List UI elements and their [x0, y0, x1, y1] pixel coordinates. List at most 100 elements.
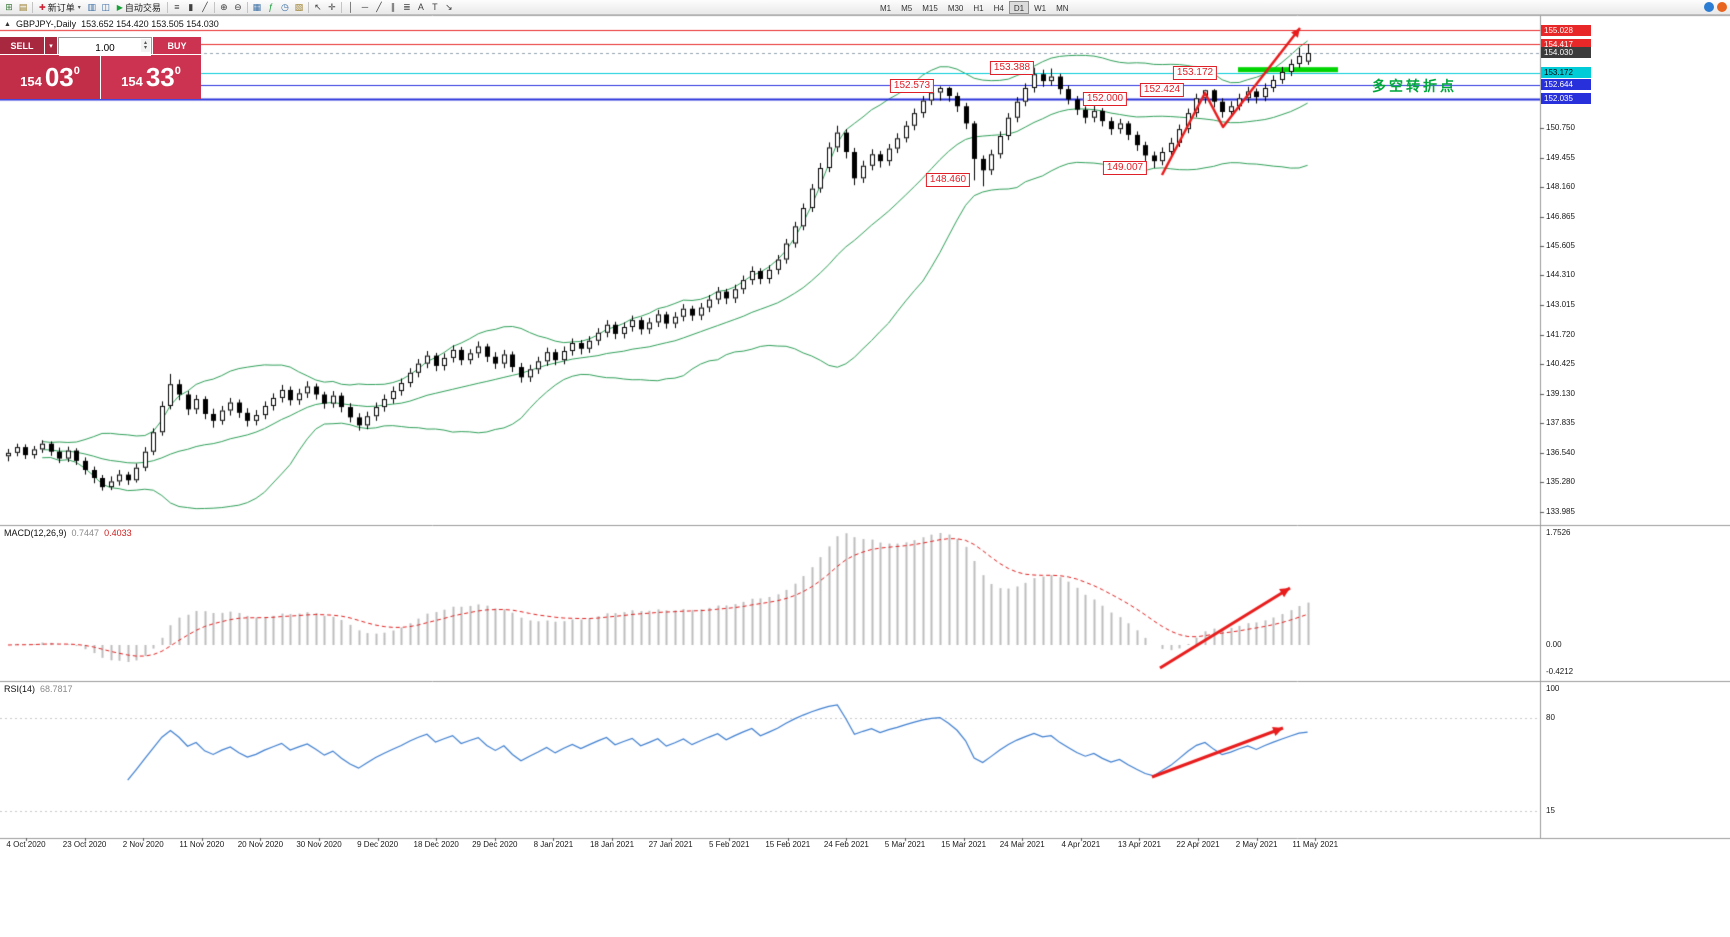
timeframe-m5[interactable]: M5 — [901, 4, 913, 13]
price-callout[interactable]: 149.007 — [1102, 160, 1148, 175]
symbol-title: GBPJPY-,Daily — [15, 19, 77, 29]
buy-button[interactable]: BUY — [153, 37, 201, 54]
line-chart-icon[interactable]: ╱ — [202, 1, 208, 12]
toolbar-separator — [166, 1, 168, 13]
chart-symbol-ohlc: ▲ GBPJPY-,Daily 153.652 154.420 153.505 … — [4, 19, 219, 29]
trendline-icon[interactable]: ╱ — [376, 1, 382, 12]
price-callout[interactable]: 152.573 — [889, 79, 935, 94]
price-callout[interactable]: 153.388 — [989, 60, 1035, 75]
rsi-indicator-label: RSI(14) 68.7817 — [4, 684, 73, 694]
price-scale-tick: 137.835 — [1546, 418, 1575, 428]
price-level-chip: 152.035 — [1541, 93, 1591, 105]
price-level-chip: 154.030 — [1541, 47, 1591, 59]
price-scale-tick: 133.985 — [1546, 506, 1575, 516]
date-axis-label: 27 Jan 2021 — [648, 840, 693, 849]
chart-profiles-icon[interactable]: ▤ — [18, 1, 28, 12]
toolbar-right-group — [1704, 2, 1727, 12]
macd-signal-value: 0.4033 — [104, 528, 132, 538]
zoom-out-icon[interactable]: ⊖ — [234, 1, 242, 12]
sell-button[interactable]: SELL — [0, 37, 44, 54]
periods-icon[interactable]: ◷ — [280, 1, 289, 12]
date-axis-label: 4 Apr 2021 — [1061, 840, 1101, 849]
sell-price-button[interactable]: 154 03 0 — [0, 55, 100, 99]
market-watch-icon[interactable]: ▥ — [87, 1, 96, 12]
auto-trading-button-label: 自动交易 — [124, 2, 161, 13]
date-axis-label: 2 Nov 2020 — [122, 840, 164, 849]
price-callout[interactable]: 153.172 — [1172, 65, 1218, 80]
buy-price-button[interactable]: 154 33 0 — [101, 55, 201, 99]
timeframe-h1[interactable]: H1 — [973, 4, 984, 13]
auto-trading-icon: ▶ — [116, 2, 123, 12]
text-label-icon[interactable]: T — [432, 1, 438, 12]
price-callout[interactable]: 148.460 — [925, 173, 971, 188]
volume-input[interactable] — [59, 41, 151, 56]
price-scale-tick: 139.130 — [1546, 388, 1575, 398]
indicators-icon[interactable]: ƒ — [268, 1, 274, 12]
new-order-button[interactable]: ✚ 新订单 ▾ — [35, 1, 85, 14]
auto-trading-button[interactable]: ▶ 自动交易 — [113, 1, 165, 14]
date-axis-label: 24 Mar 2021 — [999, 840, 1045, 849]
tile-windows-icon[interactable]: ▦ — [252, 1, 262, 12]
symbol-marker-icon: ▲ — [4, 20, 11, 28]
date-axis-label: 29 Dec 2020 — [472, 840, 518, 849]
text-icon[interactable]: A — [417, 1, 424, 12]
volume-spinner[interactable]: ▴ ▾ — [141, 39, 150, 52]
chevron-down-icon: ▾ — [77, 4, 81, 11]
date-axis-label: 30 Nov 2020 — [296, 840, 342, 849]
toolbar-separator — [340, 1, 342, 13]
price-scale-tick: 148.160 — [1546, 182, 1575, 192]
timeframe-m30[interactable]: M30 — [947, 4, 964, 13]
main-toolbar: ⊞ ▤ ✚ 新订单 ▾ ▥ ◫ ▶ 自动交易 ≡ ▮ ╱ ⊕ ⊖ ▦ ƒ ◷ ▧ ↖ ✛ │ ─ ╱ ∥ ≣ A T ↘ M1 M5 M1… — [0, 0, 1730, 15]
notification-icon[interactable] — [1717, 2, 1727, 12]
price-scale-tick: 140.425 — [1546, 359, 1575, 369]
sell-price-frac: 0 — [73, 64, 80, 77]
timeframe-m1[interactable]: M1 — [880, 4, 892, 13]
equidistant-channel-icon[interactable]: ∥ — [390, 1, 396, 12]
price-callout[interactable]: 152.424 — [1139, 82, 1185, 97]
date-axis-label: 18 Dec 2020 — [413, 840, 459, 849]
new-chart-icon[interactable]: ⊞ — [5, 1, 13, 12]
price-callout[interactable]: 152.000 — [1082, 92, 1128, 107]
timeframe-m15[interactable]: M15 — [922, 4, 938, 13]
toolbar-separator — [213, 1, 215, 13]
fibonacci-icon[interactable]: ≣ — [403, 1, 411, 12]
spinner-up-icon[interactable]: ▴ — [143, 39, 147, 46]
sell-price-big: 154 — [20, 74, 42, 89]
vertical-line-icon[interactable]: │ — [348, 1, 354, 12]
toolbar-separator — [32, 1, 33, 13]
spinner-down-icon[interactable]: ▾ — [143, 44, 147, 51]
timeframe-h4[interactable]: H4 — [993, 4, 1004, 13]
macd-name: MACD(12,26,9) — [4, 528, 67, 538]
rsi-name: RSI(14) — [4, 684, 36, 694]
terminal-icon[interactable]: ◫ — [101, 1, 110, 12]
date-axis-label: 11 May 2021 — [1292, 840, 1339, 849]
timeframe-w1[interactable]: W1 — [1034, 4, 1047, 13]
trade-panel-prices: 154 03 0 154 33 0 — [0, 55, 201, 99]
horizontal-line-icon[interactable]: ─ — [361, 1, 369, 12]
chart-annotation-text[interactable]: 多空转折点 — [1372, 78, 1457, 94]
date-axis-label: 5 Mar 2021 — [884, 840, 926, 849]
volume-field: ▴▾ — [58, 37, 152, 56]
new-order-button-label: 新订单 — [47, 2, 75, 13]
templates-icon[interactable]: ▧ — [294, 1, 304, 12]
timeframe-d1[interactable]: D1 — [1008, 1, 1030, 14]
toolbar-left-group: ⊞ ▤ ✚ 新订单 ▾ ▥ ◫ ▶ 自动交易 ≡ ▮ ╱ ⊕ ⊖ ▦ ƒ ◷ ▧ ↖ ✛ │ ─ ╱ ∥ ≣ A T ↘ — [2, 0, 456, 15]
sell-price-pips: 03 — [44, 62, 74, 92]
date-axis-label: 5 Feb 2021 — [708, 840, 750, 849]
mql5-community-icon[interactable] — [1704, 2, 1714, 12]
bars-chart-icon[interactable]: ≡ — [174, 1, 180, 12]
candles-chart-icon[interactable]: ▮ — [188, 1, 194, 12]
price-scale-tick: 145.605 — [1546, 240, 1575, 250]
order-type-dropdown[interactable]: ▾ — [45, 37, 57, 54]
timeframe-toolbar: M1 M5 M15 M30 H1 H4 D1 W1 MN — [875, 1, 1074, 14]
rsi-scale-tick: 15 — [1546, 806, 1555, 816]
crosshair-icon[interactable]: ✛ — [328, 1, 336, 12]
zoom-in-icon[interactable]: ⊕ — [220, 1, 228, 12]
arrows-icon[interactable]: ↘ — [445, 1, 453, 12]
cursor-icon[interactable]: ↖ — [314, 1, 322, 12]
timeframe-mn[interactable]: MN — [1056, 4, 1069, 13]
